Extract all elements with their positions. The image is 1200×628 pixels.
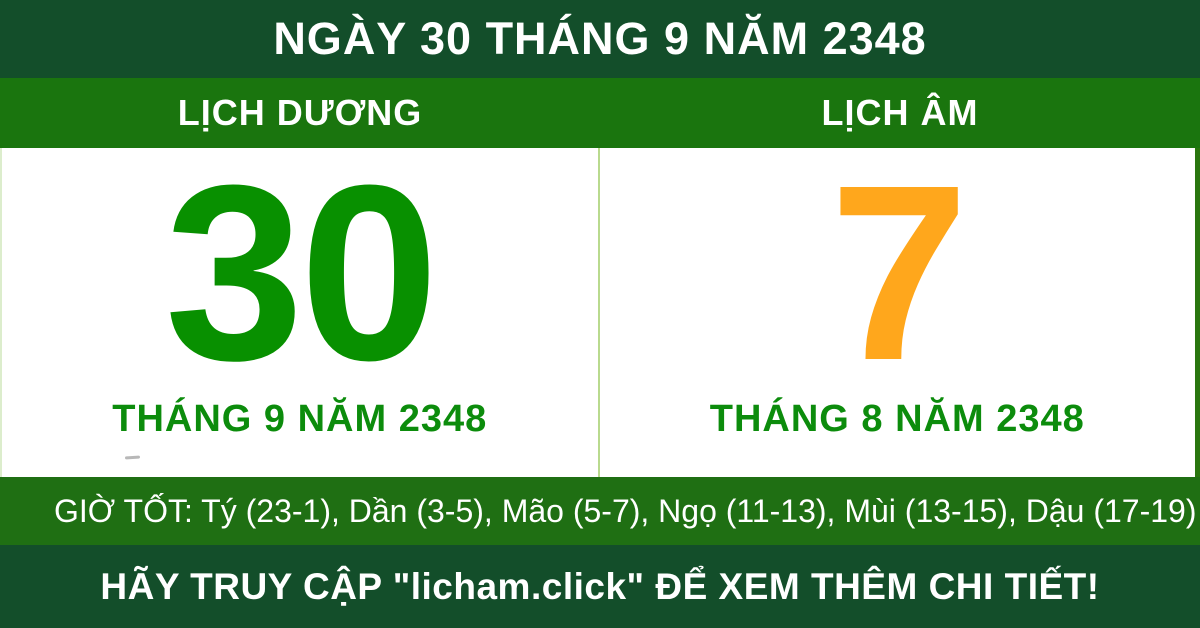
lunar-panel: 7 THÁNG 8 NĂM 2348 — [600, 148, 1196, 477]
solar-day-number: 30 — [164, 133, 439, 412]
lunar-month-year: THÁNG 8 NĂM 2348 — [709, 398, 1085, 440]
page-curl-mark — [124, 455, 141, 460]
calendar-column-headers: LỊCH DƯƠNG LỊCH ÂM — [0, 78, 1200, 148]
panel-divider — [597, 148, 600, 477]
lunar-day-number: 7 — [829, 133, 969, 412]
good-hours-bar: GIỜ TỐT: Tý (23-1), Dần (3-5), Mão (5-7)… — [0, 477, 1200, 545]
solar-panel: 30 THÁNG 9 NĂM 2348 — [2, 148, 598, 477]
solar-day-wrap: 30 — [2, 148, 598, 398]
page-title: NGÀY 30 THÁNG 9 NĂM 2348 — [273, 13, 927, 64]
lunar-day-wrap: 7 — [600, 148, 1196, 398]
lunar-calendar-header: LỊCH ÂM — [600, 78, 1200, 148]
footer-text: HÃY TRUY CẬP "licham.click" ĐỂ XEM THÊM … — [100, 565, 1100, 607]
date-header-bar: NGÀY 30 THÁNG 9 NĂM 2348 — [0, 0, 1200, 78]
solar-calendar-header: LỊCH DƯƠNG — [0, 78, 600, 148]
solar-month-year: THÁNG 9 NĂM 2348 — [112, 398, 488, 440]
solar-calendar-label: LỊCH DƯƠNG — [177, 92, 423, 133]
good-hours-text: GIỜ TỐT: Tý (23-1), Dần (3-5), Mão (5-7)… — [54, 492, 1197, 529]
calendar-panels: 30 THÁNG 9 NĂM 2348 7 THÁNG 8 NĂM 2348 — [0, 148, 1200, 477]
lunar-calendar-label: LỊCH ÂM — [821, 92, 979, 133]
footer-bar: HÃY TRUY CẬP "licham.click" ĐỂ XEM THÊM … — [0, 545, 1200, 628]
